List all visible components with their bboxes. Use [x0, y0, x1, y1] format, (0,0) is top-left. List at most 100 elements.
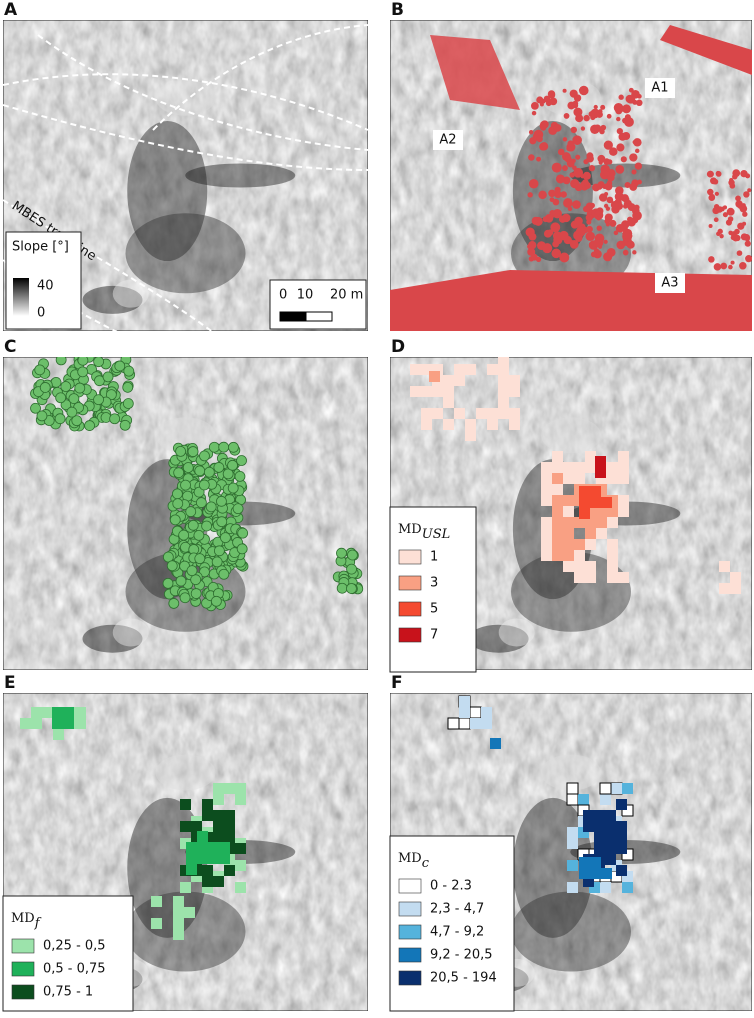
point [586, 225, 593, 233]
cell [213, 810, 224, 821]
cell [563, 539, 574, 550]
point [637, 94, 642, 99]
cell [52, 718, 63, 729]
point [36, 410, 48, 422]
panel-label: A [4, 0, 18, 20]
point [528, 154, 535, 161]
cell [567, 827, 578, 838]
legend-swatch [398, 947, 422, 963]
seafloor-feature [511, 551, 631, 632]
cell [184, 907, 195, 918]
cell [208, 842, 219, 853]
cell [618, 495, 629, 506]
legend-swatch [398, 878, 422, 894]
area-box [433, 130, 463, 150]
point [593, 104, 598, 110]
point [627, 217, 636, 227]
point [583, 205, 590, 213]
cell [574, 550, 585, 561]
cell [481, 718, 492, 729]
cell [224, 810, 235, 821]
cell [607, 506, 618, 517]
cell [552, 539, 563, 550]
point [637, 179, 642, 185]
cell [213, 832, 224, 843]
cell [618, 462, 629, 473]
cell [541, 539, 552, 550]
point [549, 210, 556, 216]
colorbar-min: 0 [37, 306, 45, 321]
point [68, 393, 80, 405]
point [74, 382, 86, 394]
point [582, 179, 589, 186]
point [707, 188, 714, 196]
point [173, 467, 185, 479]
cell [607, 572, 618, 583]
cell [563, 506, 574, 517]
point [596, 216, 601, 221]
legend-title-main: MD [11, 911, 35, 926]
cell [622, 882, 633, 893]
point [626, 95, 636, 104]
cell [465, 430, 476, 441]
seafloor-feature [155, 79, 216, 116]
point [565, 155, 571, 161]
point [216, 516, 228, 528]
cell [599, 782, 612, 795]
point [552, 209, 562, 219]
legend-swatch [398, 575, 422, 591]
area-box [655, 273, 685, 293]
point [114, 360, 126, 372]
cell [53, 729, 64, 740]
cell [590, 857, 601, 868]
point [169, 514, 181, 526]
point [744, 240, 751, 247]
cell [552, 550, 563, 561]
point [573, 107, 583, 117]
cell [579, 486, 590, 497]
point [585, 231, 595, 242]
seafloor-feature [125, 891, 246, 972]
seafloor-feature [541, 417, 601, 454]
point [203, 466, 215, 478]
cell [235, 783, 246, 794]
cell [465, 364, 476, 375]
cell [509, 408, 520, 419]
cell [566, 793, 579, 806]
cell [563, 473, 574, 484]
point [585, 214, 593, 222]
cell [605, 832, 616, 843]
point [567, 140, 574, 147]
cell [567, 860, 578, 871]
cell [601, 868, 612, 879]
point [232, 503, 244, 515]
map-panel [3, 357, 368, 670]
point [730, 260, 735, 265]
point [635, 148, 640, 154]
point [618, 94, 624, 100]
cell [465, 419, 476, 430]
point [742, 211, 748, 217]
cell [454, 364, 465, 375]
point [582, 171, 591, 180]
area-label: A1 [651, 81, 668, 96]
cell [616, 832, 627, 843]
point [186, 565, 198, 577]
point [713, 263, 722, 271]
point [726, 207, 735, 216]
cell [151, 918, 162, 929]
cell [552, 495, 563, 506]
point [227, 482, 239, 494]
point [604, 182, 613, 191]
cell [487, 408, 498, 419]
point [717, 228, 723, 235]
point [575, 226, 586, 237]
cell [552, 473, 563, 484]
point [531, 217, 538, 224]
point [624, 117, 632, 125]
point [547, 229, 554, 236]
trackline [3, 199, 213, 331]
point [713, 217, 719, 223]
point [205, 501, 217, 513]
point [543, 95, 551, 103]
